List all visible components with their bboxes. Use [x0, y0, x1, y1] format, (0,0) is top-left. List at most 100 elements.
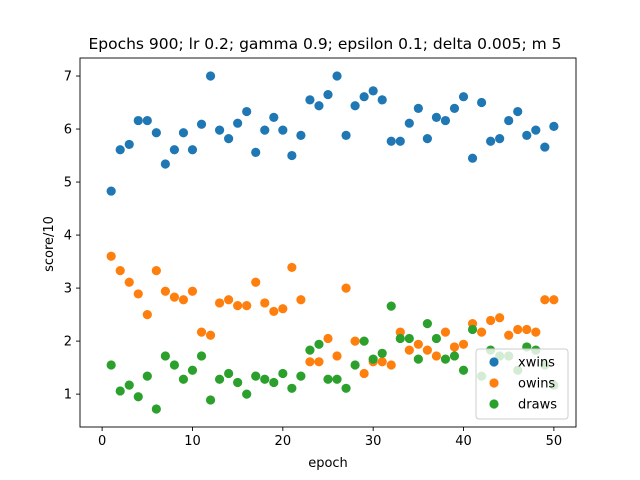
draws-point: [205, 395, 216, 405]
draws-point: [142, 371, 152, 381]
y-tick-label: 2: [64, 335, 72, 350]
xwins-point: [169, 145, 180, 155]
xwins-point: [142, 115, 152, 126]
draws-point: [359, 336, 369, 346]
draws-point: [296, 371, 306, 381]
draws-point: [332, 374, 342, 384]
xwins-point: [314, 101, 324, 111]
owins-point: [178, 295, 189, 305]
owins-point: [260, 298, 270, 308]
owins-point: [115, 266, 125, 276]
xwins-point: [513, 106, 523, 117]
draws-point: [224, 368, 234, 379]
draws-point: [169, 360, 180, 370]
xwins-point: [124, 139, 134, 150]
draws-point: [242, 389, 252, 399]
y-tick-label: 6: [64, 123, 72, 138]
draws-point: [314, 339, 324, 349]
owins-point: [359, 368, 369, 379]
xwins-point: [160, 159, 170, 169]
draws-point: [413, 354, 423, 364]
owins-point: [214, 298, 225, 308]
owins-point: [495, 313, 505, 323]
xwins-point: [305, 95, 315, 105]
legend-marker-owins: [489, 378, 499, 388]
legend-marker-draws: [489, 399, 499, 409]
owins-point: [278, 304, 288, 314]
xwins-point: [540, 142, 550, 152]
owins-point: [205, 330, 216, 340]
xwins-point: [486, 136, 496, 146]
owins-point: [169, 292, 180, 302]
owins-point: [305, 357, 315, 367]
owins-point: [187, 286, 198, 296]
draws-point: [233, 377, 243, 388]
xwins-point: [205, 71, 216, 81]
draws-point: [151, 404, 161, 414]
draws-point: [377, 348, 387, 358]
xwins-point: [549, 121, 559, 131]
y-tick-label: 4: [64, 229, 72, 244]
owins-point: [458, 339, 469, 349]
draws-point: [404, 333, 414, 344]
xwins-point: [151, 128, 161, 138]
x-axis-label: epoch: [308, 456, 348, 471]
xwins-point: [504, 115, 514, 126]
draws-point: [187, 365, 198, 375]
draws-point: [160, 351, 170, 361]
draws-point: [422, 319, 432, 329]
draws-point: [214, 374, 225, 384]
draws-point: [467, 324, 478, 335]
owins-point: [540, 295, 550, 305]
draws-point: [368, 354, 378, 364]
xwins-point: [350, 101, 360, 111]
draws-point: [395, 333, 405, 344]
owins-point: [196, 327, 207, 337]
owins-point: [386, 360, 396, 370]
xwins-point: [404, 118, 414, 128]
plot-frame: [79, 57, 577, 428]
xwins-point: [106, 186, 116, 196]
xwins-point: [359, 92, 369, 102]
owins-point: [395, 327, 405, 337]
owins-point: [476, 327, 487, 337]
xwins-point: [323, 89, 333, 100]
x-tick-label: 40: [455, 434, 472, 449]
xwins-point: [178, 128, 189, 138]
owins-point: [440, 327, 451, 337]
xwins-point: [278, 125, 288, 135]
series-xwins: [106, 71, 559, 196]
draws-point: [269, 377, 279, 388]
owins-point: [224, 295, 234, 305]
owins-point: [531, 327, 541, 337]
owins-point: [350, 336, 360, 346]
xwins-point: [422, 133, 432, 144]
xwins-point: [495, 133, 505, 144]
draws-point: [305, 345, 315, 355]
xwins-point: [251, 147, 261, 157]
draws-point: [440, 354, 451, 364]
plot-area: [106, 71, 559, 414]
legend-label-owins: owins: [518, 377, 555, 392]
xwins-point: [214, 125, 225, 135]
draws-point: [260, 374, 270, 384]
draws-point: [178, 374, 189, 384]
xwins-point: [287, 150, 297, 161]
owins-point: [522, 324, 532, 335]
draws-point: [431, 333, 442, 344]
xwins-point: [440, 115, 451, 126]
draws-point: [287, 383, 297, 393]
xwins-point: [332, 71, 342, 81]
xwins-point: [260, 125, 270, 135]
owins-point: [332, 351, 342, 361]
xwins-point: [224, 133, 234, 144]
owins-point: [106, 251, 116, 261]
owins-point: [413, 339, 423, 349]
xwins-point: [269, 112, 279, 122]
owins-point: [269, 306, 279, 317]
owins-point: [449, 342, 460, 352]
x-tick-label: 50: [546, 434, 563, 449]
draws-point: [350, 360, 360, 370]
draws-point: [386, 301, 396, 311]
